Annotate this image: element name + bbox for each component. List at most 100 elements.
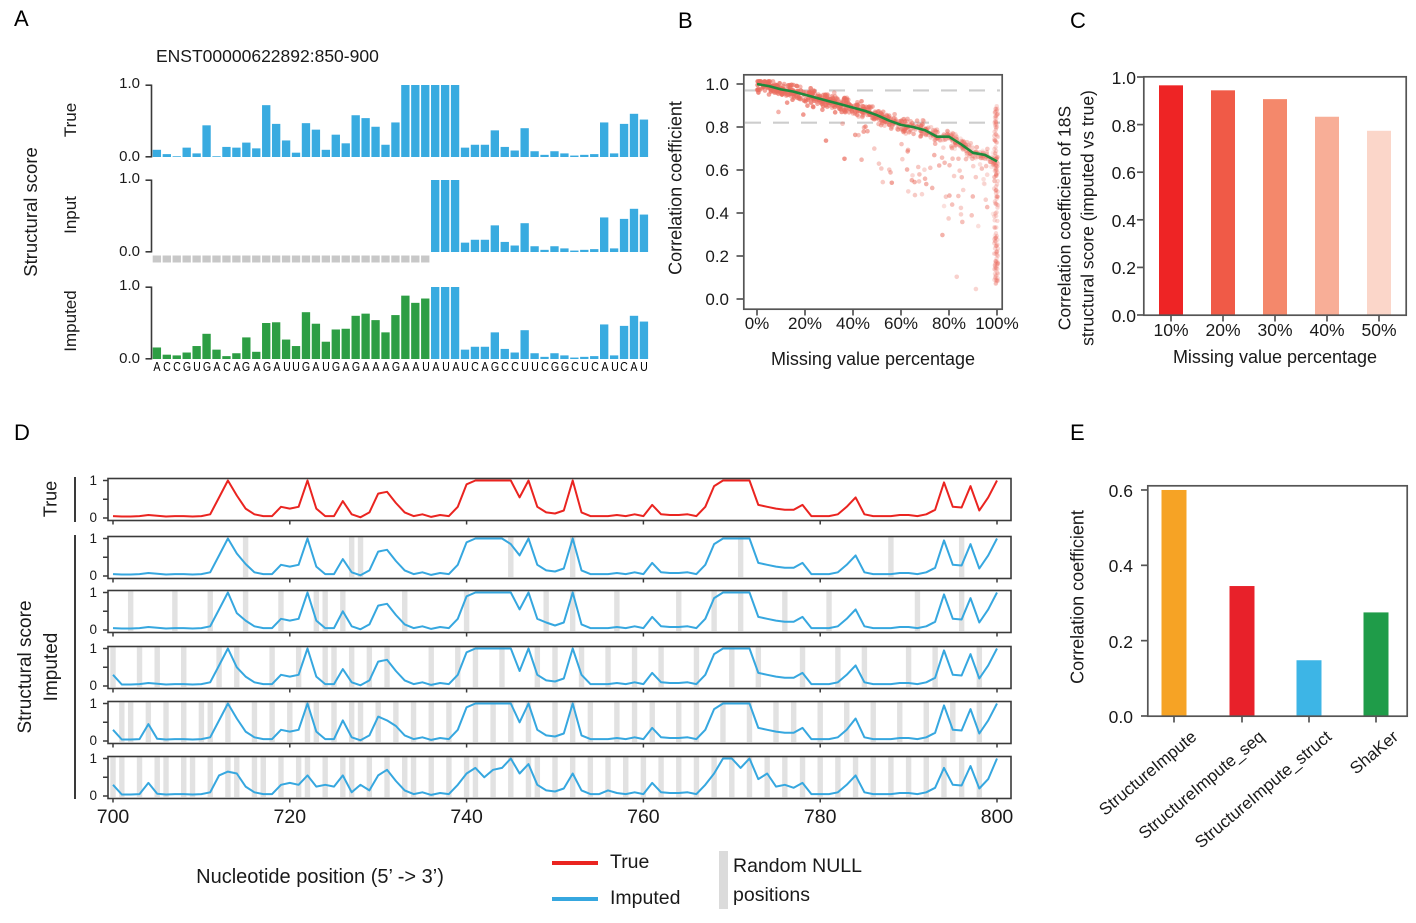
sequence-letter: A [372, 359, 380, 374]
panel-d-ytick-0: 0 [89, 678, 97, 693]
sequence-letter: A [402, 359, 410, 374]
sequence-letter: G [352, 359, 361, 374]
sequence-letter: C [620, 359, 629, 374]
panel-e-ytick-label: 0.0 [1108, 707, 1133, 727]
d-true-line-chart [103, 477, 1012, 525]
sequence-letter: A [252, 359, 261, 374]
sequence-letter: A [382, 359, 390, 374]
panel-a-row-label-input: Input [61, 196, 80, 234]
sequence-letter: A [362, 359, 370, 374]
sequence-letter: A [601, 359, 609, 374]
panel-c-label: C [1070, 8, 1087, 33]
legend-imputed-line-swatch [552, 897, 598, 901]
legend-null-label-line2: positions [733, 884, 810, 906]
panel-d-ytick-1: 1 [89, 473, 97, 488]
sequence-letter: C [162, 359, 171, 374]
panel-c-xtick-label: 40% [1309, 320, 1345, 340]
panel-b-ytick-label: 0.6 [705, 161, 729, 180]
panel-a-row-label-true: True [61, 102, 80, 138]
sequence-letter: A [342, 359, 350, 374]
sequence-letter: C [590, 359, 599, 374]
panel-c-bar-chart [1137, 75, 1408, 322]
panel-d-row-label-true: True [40, 480, 61, 518]
sequence-letter: U [640, 359, 649, 374]
panel-a-label: A [14, 6, 30, 31]
sequence-letter: G [302, 359, 311, 374]
panel-a-ytick-1: 1.0 [119, 75, 140, 92]
panel-d-ylabel-line2: Imputed [41, 632, 62, 702]
legend-null-bar-swatch [719, 851, 728, 909]
true-axis-bracket [74, 477, 76, 522]
panel-c-ylabel-line1: Correlation coefficient of 18S [1054, 105, 1075, 331]
panel-b-ytick-label: 0.2 [705, 247, 729, 266]
sequence-letter: U [282, 359, 291, 374]
sequence-letter: U [192, 359, 201, 374]
sequence-letter: G [242, 359, 251, 374]
sequence-letter: C [172, 359, 181, 374]
panel-b-ytick-label: 0.4 [705, 204, 729, 223]
panel-c-ytick-label: 0.2 [1111, 258, 1136, 279]
sequence-letter: A [451, 359, 460, 374]
sequence-letter: C [540, 359, 549, 374]
sequence-letter: A [630, 359, 638, 374]
sequence-letter: U [521, 359, 529, 374]
panel-d-ytick-1: 1 [89, 751, 97, 766]
panel-e-ytick-label: 0.6 [1108, 480, 1133, 501]
d-imputed-line-chart-5 [103, 755, 1012, 803]
imputed-axis-bracket [74, 535, 76, 799]
sequence-letter: U [531, 359, 539, 374]
panel-e-label: E [1070, 420, 1086, 445]
panel-d-ylabel-line1: Structural score [15, 600, 36, 734]
panel-e-xtick-label: ShaKer [1346, 727, 1403, 779]
panel-c-ytick-label: 1.0 [1111, 68, 1136, 88]
panel-b-ytick-label: 0.0 [705, 290, 729, 309]
panel-b-xtick-label: 80% [931, 314, 967, 333]
panel-e-ylabel: Correlation coefficient [1067, 510, 1088, 684]
panel-b-label: B [678, 8, 694, 33]
panel-d-label: D [14, 420, 31, 445]
sequence-letter: A [432, 359, 440, 374]
panel-c-xtick-label: 10% [1153, 320, 1189, 340]
sequence-letter: U [441, 359, 450, 374]
panel-c-xtick-label: 20% [1205, 320, 1241, 340]
sequence-letter: U [461, 359, 470, 374]
legend-true-label: True [610, 851, 650, 873]
panel-b-ytick-label: 1.0 [705, 75, 729, 94]
sequence-letter: A [153, 359, 161, 374]
panel-e-xtick-label: StructureImpute_seq [1135, 727, 1269, 843]
sequence-letter: C [471, 359, 480, 374]
panel-b-xtick-label: 20% [787, 314, 823, 333]
panel-c-ytick-label: 0.8 [1111, 115, 1136, 136]
sequence-letter: G [182, 359, 191, 374]
panel-d-ytick-0: 0 [89, 568, 97, 583]
panel-a-a_true-chart [145, 84, 649, 158]
panel-c-xtick-label: 50% [1361, 320, 1397, 340]
sequence-letter: G [391, 359, 401, 374]
panel-d-xtick-label: 720 [273, 806, 307, 828]
panel-a-ytick-0: 0.0 [119, 148, 140, 165]
panel-c-ytick-label: 0.4 [1111, 210, 1136, 231]
panel-e-bar-chart [1141, 484, 1409, 723]
sequence-letter: G [560, 359, 570, 374]
panel-d-xtick-label: 800 [980, 806, 1014, 828]
panel-d-xtick-label: 700 [96, 806, 130, 828]
panel-e-ytick-label: 0.4 [1108, 556, 1133, 577]
panel-e-ytick-label: 0.2 [1108, 631, 1133, 652]
sequence-letter: G [332, 359, 341, 374]
panel-b-xtick-label: 0% [744, 314, 770, 333]
sequence-letter: U [322, 359, 331, 374]
panel-c-ytick-label: 0.0 [1111, 306, 1136, 326]
panel-d-xtick-label: 740 [450, 806, 483, 828]
panel-a-row-label-imputed: Imputed [61, 290, 80, 352]
sequence-letter: A [213, 359, 221, 374]
panel-b-xlabel: Missing value percentage [770, 349, 976, 369]
panel-d-xtick-label: 780 [803, 806, 837, 828]
panel-b-ylabel: Correlation coefficient [665, 101, 686, 275]
panel-d-ytick-0: 0 [89, 622, 97, 637]
panel-d-ytick-1: 1 [89, 641, 97, 656]
sequence-letter: U [610, 359, 619, 374]
sequence-letter: U [580, 359, 589, 374]
sequence-letter: A [232, 359, 241, 374]
panel-b-scatter-plot [736, 73, 1004, 316]
panel-a-a_input-chart [145, 179, 649, 263]
